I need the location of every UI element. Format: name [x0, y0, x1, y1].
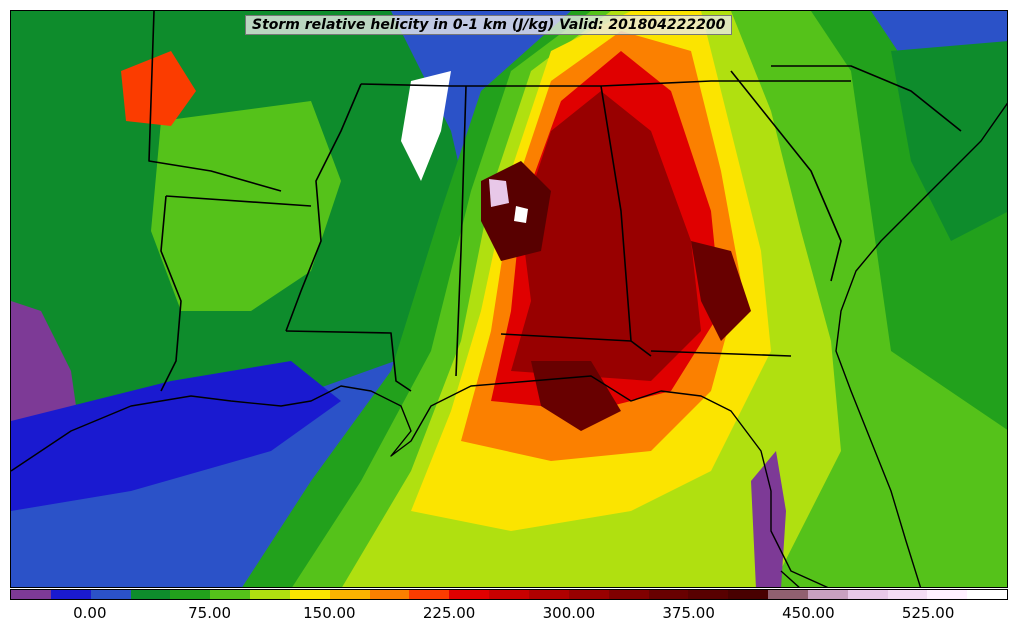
colorbar-segment: [768, 590, 808, 599]
colorbar-segment: [927, 590, 968, 599]
border-la-west: [160, 195, 182, 392]
colorbar-segment: [289, 590, 330, 599]
field-plume-darkred: [511, 91, 701, 381]
state-borders: [148, 11, 962, 392]
field-sw-purple-patch: [751, 451, 786, 587]
colorbar-segment: [250, 590, 290, 599]
colorbar-segment: [329, 590, 370, 599]
coast-peninsula-west: [780, 570, 800, 587]
colorbar-tick-label: 225.00: [422, 604, 476, 622]
colorbar-segment: [608, 590, 649, 599]
colorbar-segment: [130, 590, 171, 599]
colorbar-segment: [967, 590, 1008, 599]
border-ms-al: [455, 85, 467, 377]
colorbar-segment: [449, 590, 490, 599]
border-al-ga: [600, 85, 652, 357]
field-east-maroon: [691, 241, 751, 341]
coastline: [11, 102, 1007, 587]
field-white-patch-core2: [514, 206, 528, 223]
colorbar-segment: [11, 590, 51, 599]
field-west-lightgreen: [151, 101, 341, 311]
colorbar-segment: [90, 590, 131, 599]
colorbar-segment: [409, 590, 450, 599]
colorbar-segment: [369, 590, 410, 599]
map-svg: [11, 11, 1007, 587]
colorbar-segment: [50, 590, 91, 599]
colorbar-segment: [568, 590, 609, 599]
colorbar-segment: [728, 590, 769, 599]
colorbar-tick-label: 150.00: [303, 604, 356, 622]
border-ga-fl: [650, 350, 792, 357]
border-ar-ms-river: [285, 83, 362, 332]
coast-gulf-west: [11, 375, 829, 587]
colorbar-segment: [807, 590, 848, 599]
colorbar-tick-label: 75.00: [188, 604, 232, 622]
colorbar-tick-label: 0.00: [73, 604, 107, 622]
colorbar-segment: [489, 590, 529, 599]
colorbar-tick-label: 450.00: [782, 604, 835, 622]
field-east-coast-green: [891, 41, 1007, 241]
border-al-fl: [500, 333, 632, 342]
colorbar-tick-label: 525.00: [901, 604, 955, 622]
map-title: Storm relative helicity in 0-1 km (J/kg)…: [245, 15, 733, 35]
field-white-patch-north: [401, 71, 451, 181]
colorbar-segment: [170, 590, 211, 599]
border-tn-nc: [771, 65, 962, 132]
border-ar-la: [165, 195, 312, 207]
border-tx-ok: [148, 11, 282, 192]
border-ga-sc: [730, 70, 842, 282]
colorbar-segment: [648, 590, 689, 599]
field-gulf-blue: [11, 361, 341, 511]
colorbar-segment: [887, 590, 928, 599]
colorbar: [10, 589, 1008, 600]
border-la-ms: [285, 330, 412, 392]
field-nw-cell: [121, 51, 196, 126]
colorbar-segment: [210, 590, 251, 599]
colorbar-tick-label: 300.00: [542, 604, 596, 622]
coast-atlantic: [835, 102, 1007, 587]
colorbar-tick-label: 375.00: [662, 604, 715, 622]
colorbar-segment: [528, 590, 569, 599]
colorbar-segment: [688, 590, 729, 599]
colorbar-segment: [847, 590, 888, 599]
helicity-map: [10, 10, 1008, 588]
field-white-patch-core: [489, 179, 509, 207]
